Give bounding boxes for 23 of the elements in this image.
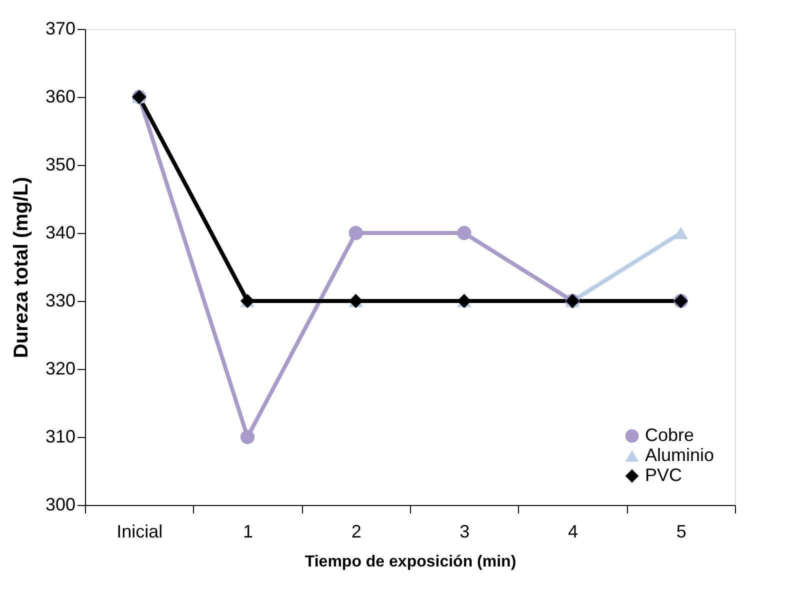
x-tick-label: Inicial bbox=[116, 522, 163, 542]
y-tick-label: 320 bbox=[45, 358, 76, 378]
y-tick-label: 330 bbox=[45, 290, 76, 310]
point bbox=[240, 430, 255, 444]
x-axis-title: Tiempo de exposición (min) bbox=[304, 554, 516, 570]
y-tick-label: 360 bbox=[45, 86, 76, 106]
point bbox=[674, 226, 688, 240]
legend-label: Cobre bbox=[645, 425, 694, 445]
y-tick-label: 350 bbox=[45, 154, 76, 174]
y-tick-label: 340 bbox=[45, 222, 76, 242]
x-tick-label: 4 bbox=[568, 522, 578, 542]
y-axis-title: Dureza total (mg/L) bbox=[10, 176, 32, 358]
legend-label: PVC bbox=[645, 465, 682, 485]
legend-label: Aluminio bbox=[645, 445, 714, 465]
y-tick-label: 300 bbox=[45, 494, 76, 514]
x-tick-label: 1 bbox=[242, 522, 254, 542]
y-tick-label: 370 bbox=[45, 18, 76, 38]
x-tick-label: 3 bbox=[460, 522, 470, 542]
point bbox=[457, 226, 472, 240]
y-tick-label: 310 bbox=[45, 426, 76, 446]
x-tick-label: 2 bbox=[351, 522, 362, 542]
x-tick-label: 5 bbox=[676, 522, 686, 542]
point bbox=[348, 226, 363, 240]
